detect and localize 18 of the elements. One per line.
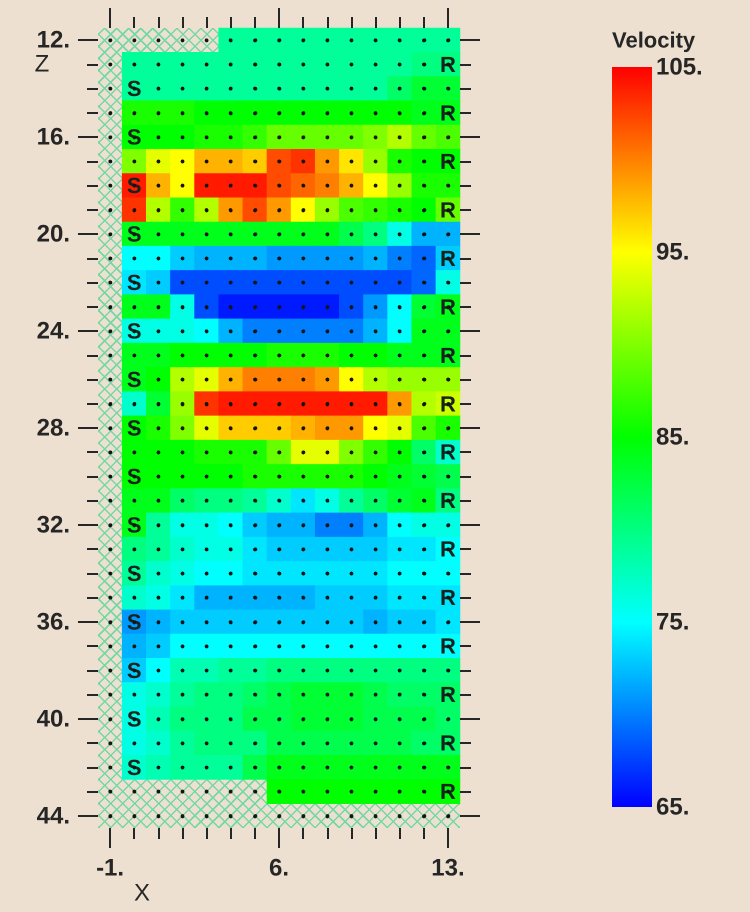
x-tick-label: -1. (96, 854, 124, 882)
y-tick-label: 24. (36, 318, 70, 345)
y-tick-label: 44. (36, 802, 70, 830)
color-bar-title: Velocity (612, 28, 696, 52)
y-tick-label: 28. (36, 414, 70, 442)
color-bar-label: 65. (656, 794, 690, 820)
color-bar-label: 95. (656, 238, 690, 266)
y-tick-label: 20. (36, 220, 70, 248)
y-tick-label: 32. (36, 511, 70, 538)
y-tick-label: 36. (36, 608, 70, 636)
color-bar-label: 75. (656, 608, 690, 636)
x-axis-title: X (134, 880, 150, 906)
color-bar-label: 85. (656, 424, 690, 450)
x-tick-label: 13. (431, 854, 465, 882)
y-tick-label: 16. (36, 124, 70, 151)
color-bar-label: 105. (656, 54, 703, 80)
x-tick-label: 6. (268, 854, 290, 882)
y-tick-label: 40. (36, 705, 70, 732)
